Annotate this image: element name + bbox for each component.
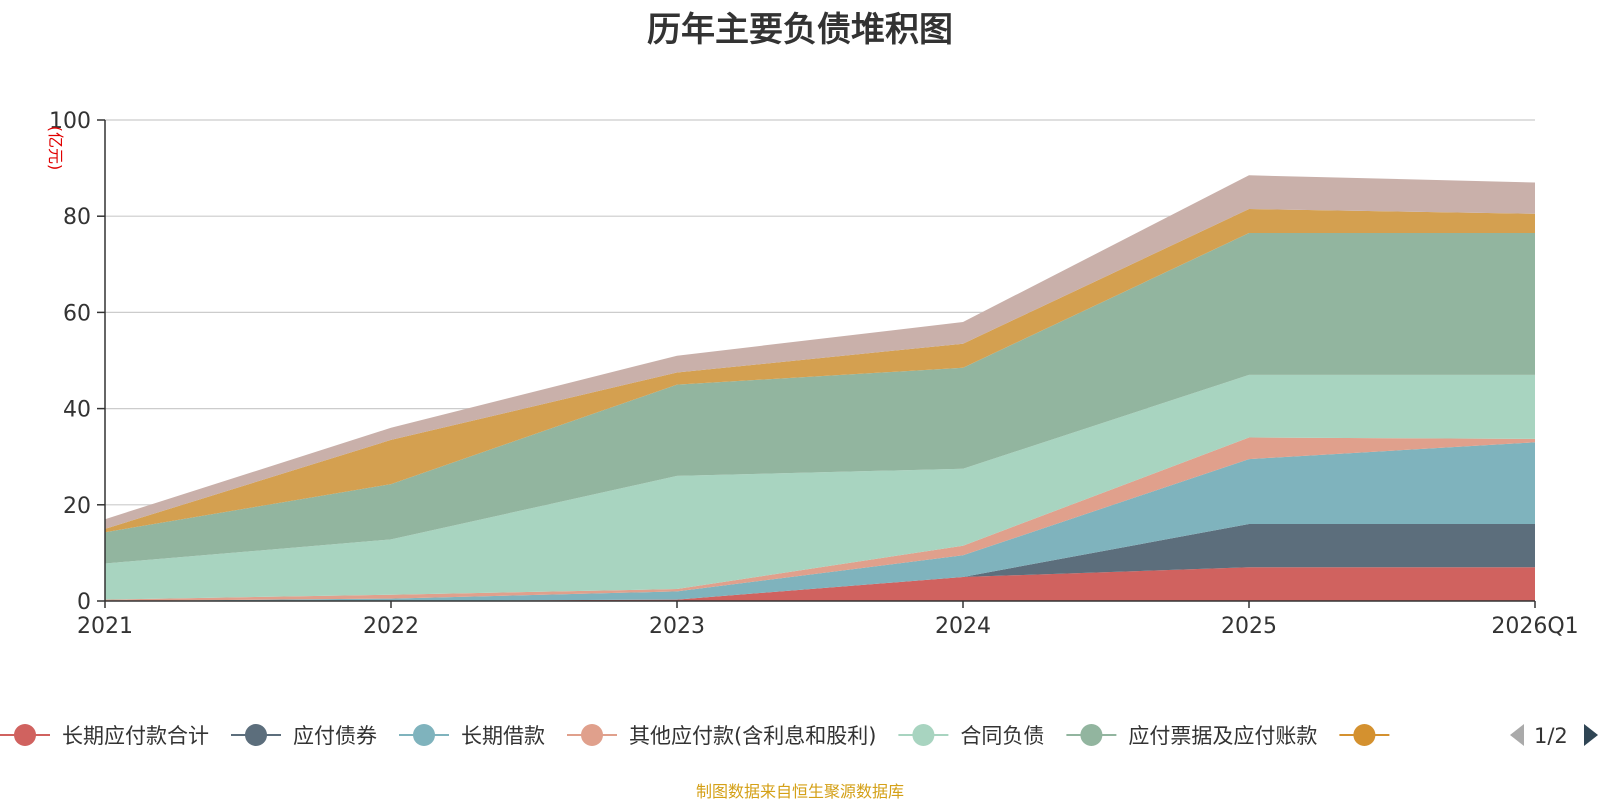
plot-areas — [105, 175, 1535, 601]
y-tick-label: 20 — [63, 494, 91, 519]
legend-item[interactable]: 长期借款 — [399, 724, 545, 748]
area-series[interactable] — [105, 437, 1535, 602]
legend-label: 长期借款 — [461, 724, 545, 748]
x-tick-label: 2021 — [77, 614, 133, 639]
legend: 长期应付款合计 应付债券 长期借款 其他应付款(含利息和股利) 合同负债 应付票据及应付账… — [0, 724, 1598, 748]
source-note: 制图数据来自恒生聚源数据库 — [695, 782, 904, 801]
legend-pagination: 1/2 — [1510, 724, 1598, 748]
legend-marker — [245, 724, 267, 746]
legend-label: 应付票据及应付账款 — [1128, 724, 1317, 748]
chart-title: 历年主要负债堆积图 — [647, 10, 953, 50]
legend-marker — [912, 724, 935, 746]
y-tick-label: 60 — [63, 301, 91, 326]
y-tick-label: 80 — [63, 205, 91, 230]
x-tick-label: 2022 — [363, 614, 419, 639]
area-series[interactable] — [105, 442, 1535, 601]
legend-marker — [581, 724, 603, 746]
legend-page-indicator: 1/2 — [1534, 724, 1568, 748]
legend-next-page-icon[interactable] — [1584, 724, 1598, 746]
legend-prev-page-icon[interactable] — [1510, 724, 1524, 746]
legend-item[interactable]: 长期应付款合计 — [0, 724, 209, 748]
area-series[interactable] — [105, 209, 1535, 533]
y-tick-label: 0 — [77, 590, 91, 615]
y-tick-label: 100 — [49, 109, 91, 134]
area-series[interactable] — [105, 374, 1535, 600]
legend-item[interactable]: 合同负债 — [898, 724, 1044, 748]
y-tick-label: 40 — [63, 398, 91, 423]
axes: 0 20 40 60 80 100 2021 2022 2023 2024 2025 2026Q1 — [49, 109, 1579, 639]
legend-marker — [1080, 724, 1103, 746]
x-tick-label: 2023 — [649, 614, 705, 639]
area-series[interactable] — [105, 567, 1535, 601]
legend-marker — [14, 724, 36, 746]
area-series[interactable] — [105, 524, 1535, 601]
legend-label: 应付债券 — [293, 724, 377, 748]
legend-item[interactable]: 其他应付款(含利息和股利) — [567, 724, 876, 748]
y-axis-unit-label: (亿元) — [46, 126, 65, 171]
legend-item[interactable]: 应付债券 — [231, 724, 377, 748]
legend-item[interactable]: 应付票据及应付账款 — [1066, 724, 1317, 748]
legend-label: 长期应付款合计 — [62, 724, 209, 748]
area-series[interactable] — [105, 175, 1535, 529]
legend-label: 合同负债 — [960, 724, 1044, 748]
legend-marker — [413, 724, 435, 746]
x-tick-label: 2024 — [935, 614, 991, 639]
legend-marker — [1353, 724, 1376, 746]
legend-item[interactable] — [1339, 724, 1390, 746]
area-series[interactable] — [105, 233, 1535, 564]
x-tick-label: 2025 — [1221, 614, 1277, 639]
x-tick-label: 2026Q1 — [1491, 614, 1578, 639]
legend-label: 其他应付款(含利息和股利) — [629, 724, 876, 748]
